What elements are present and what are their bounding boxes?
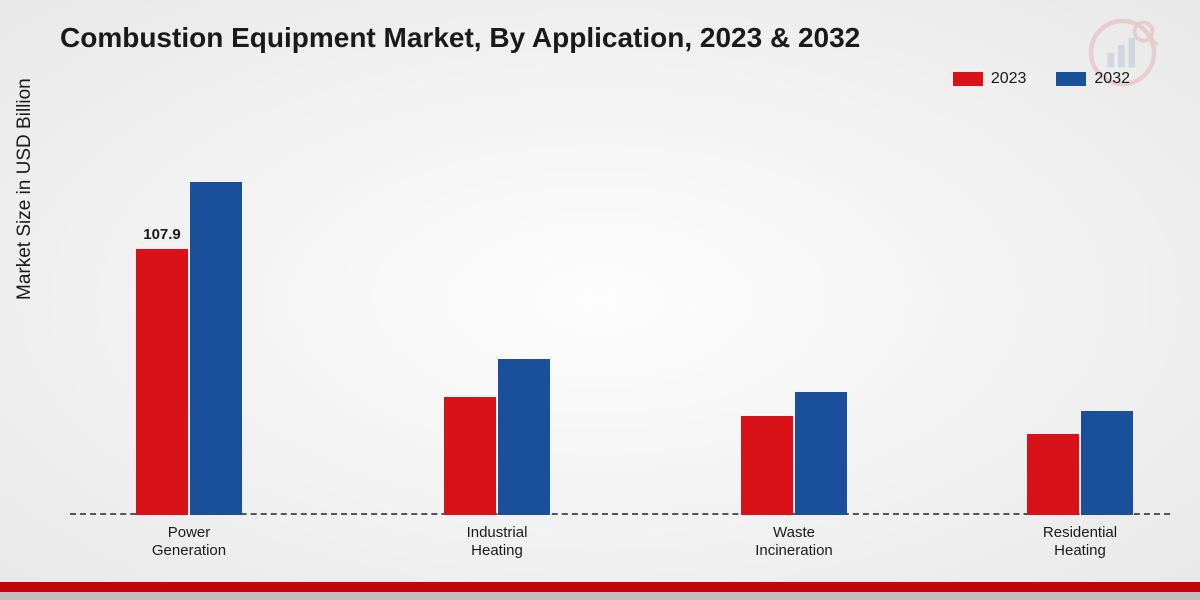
legend-label-2032: 2032 (1094, 70, 1130, 88)
bar (498, 359, 550, 515)
bar (1081, 411, 1133, 515)
legend: 2023 2032 (953, 70, 1130, 88)
chart-title: Combustion Equipment Market, By Applicat… (60, 22, 860, 54)
bar-group: Residential Heating (1027, 411, 1133, 515)
legend-item-2023: 2023 (953, 70, 1027, 88)
legend-item-2032: 2032 (1056, 70, 1130, 88)
bar (444, 397, 496, 516)
category-label: Waste Incineration (755, 524, 833, 560)
bar-group: Industrial Heating (444, 359, 550, 515)
plot-area: Power GenerationIndustrial HeatingWaste … (70, 120, 1170, 515)
legend-swatch-2032 (1056, 72, 1086, 86)
bar (741, 416, 793, 515)
value-label: 107.9 (143, 226, 181, 243)
y-axis-label: Market Size in USD Billion (14, 78, 36, 300)
legend-label-2023: 2023 (991, 70, 1027, 88)
legend-swatch-2023 (953, 72, 983, 86)
bar (136, 249, 188, 515)
bar (795, 392, 847, 515)
footer-accent-bar (0, 582, 1200, 592)
category-label: Power Generation (152, 524, 226, 560)
footer-grey-bar (0, 592, 1200, 600)
bar (1027, 434, 1079, 515)
bar (190, 182, 242, 515)
category-label: Industrial Heating (467, 524, 528, 560)
category-label: Residential Heating (1043, 524, 1117, 560)
bar-group: Waste Incineration (741, 392, 847, 515)
